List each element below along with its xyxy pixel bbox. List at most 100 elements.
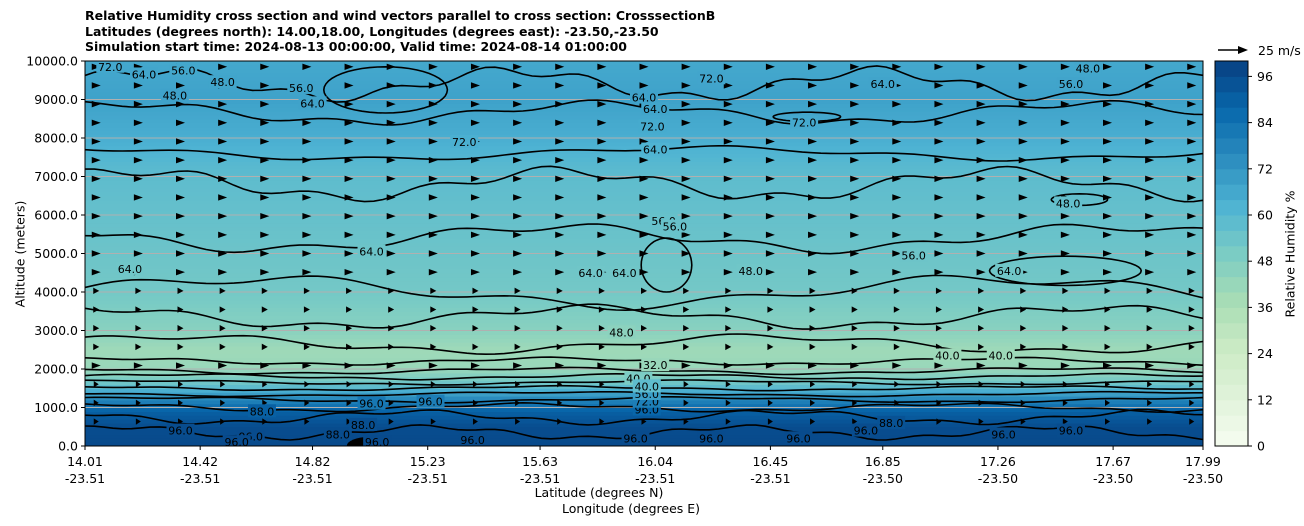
contour-label-bg <box>115 261 144 275</box>
rh-band <box>85 280 1203 285</box>
contour-label: 96.0 <box>460 434 485 447</box>
contour-label-bg <box>899 248 928 262</box>
wind-vector-arrow <box>1018 250 1028 257</box>
wind-vector-arrow <box>344 63 354 70</box>
wind-vector-arrow <box>976 250 986 257</box>
wind-vector-arrow <box>176 175 186 183</box>
wind-vector-arrow <box>219 343 226 351</box>
wind-vector-arrow <box>1104 306 1111 313</box>
wind-vector-arrow <box>472 399 478 407</box>
wind-vector-arrow <box>892 212 902 220</box>
colorbar-segment <box>1215 184 1248 201</box>
wind-vector-arrow <box>765 100 775 108</box>
wind-vector-arrow <box>302 119 312 126</box>
contour-label-bg <box>357 244 386 258</box>
rh-band <box>85 241 1203 247</box>
contour-label-bg <box>995 263 1024 277</box>
wind-vector-arrow <box>344 138 354 145</box>
wind-vector-arrow <box>641 287 647 295</box>
wind-vector-arrow <box>1060 100 1070 108</box>
rh-band <box>85 76 1203 81</box>
rh-band <box>85 334 1203 339</box>
wind-vector-arrow <box>260 63 270 70</box>
wind-vector-arrow <box>850 138 860 145</box>
wind-vector-arrow <box>303 343 310 351</box>
wind-vector-arrow <box>681 119 691 126</box>
wind-vector-arrow <box>218 175 228 183</box>
wind-vector-arrow <box>1060 63 1070 70</box>
wind-vector-arrow <box>639 175 649 183</box>
wind-vector-arrow <box>1147 399 1153 407</box>
rh-band <box>85 168 1203 174</box>
contour-label: 64.0 <box>578 267 603 280</box>
wind-vector-arrow <box>346 381 352 388</box>
wind-vector-arrow <box>808 156 818 164</box>
rh-band <box>85 180 1203 185</box>
wind-vector-arrow <box>1188 343 1195 351</box>
wind-vector-arrow <box>388 324 395 332</box>
wind-vector-arrow <box>808 63 818 70</box>
wind-vector-arrow <box>599 381 605 388</box>
wind-vector-arrow <box>934 63 944 70</box>
wind-vector-arrow <box>681 212 691 220</box>
colorbar-segment <box>1215 153 1248 170</box>
wind-vector-arrow <box>681 194 691 201</box>
wind-vector-arrow <box>976 100 986 108</box>
colorbar-tick-label: 60 <box>1257 208 1273 223</box>
wind-vector-arrow <box>765 82 775 89</box>
wind-vector-arrow <box>1145 250 1155 257</box>
wind-vector-arrow <box>260 119 270 126</box>
rh-band <box>85 303 1203 308</box>
colorbar-segment <box>1215 384 1248 401</box>
colorbar-segment <box>1215 338 1248 355</box>
wind-vector-arrow <box>978 287 985 295</box>
wind-vector-arrow <box>91 194 101 201</box>
wind-vector-arrow <box>220 399 226 407</box>
wind-vector-arrow <box>346 287 353 295</box>
contour-label: 40.0 <box>635 380 660 393</box>
wind-vector-arrow <box>1189 381 1195 388</box>
wind-vector-arrow <box>1187 231 1197 239</box>
wind-vector-arrow <box>91 212 101 220</box>
wind-vector-arrow <box>978 399 984 407</box>
contour-label-bg <box>630 90 658 104</box>
contour-label-bg <box>349 417 378 431</box>
wind-vector-arrow <box>1060 156 1070 164</box>
wind-vector-arrow <box>598 343 605 351</box>
wind-vector-arrow <box>934 268 944 276</box>
x-tick-label-lon: -23.50 <box>1183 471 1223 486</box>
wind-vector-arrow <box>1187 194 1197 201</box>
contour-label-bg <box>208 75 237 89</box>
wind-vector-arrow <box>513 231 523 239</box>
contour-label-bg <box>458 433 487 446</box>
wind-vector-arrow <box>428 82 438 89</box>
rh-band <box>85 226 1203 231</box>
rh-band <box>85 322 1203 328</box>
wind-vector-arrow <box>683 418 689 425</box>
wind-vector-arrow <box>386 138 396 145</box>
contour-label: 40.0 <box>988 350 1013 363</box>
rh-band <box>85 61 1203 66</box>
wind-vector-arrow <box>936 399 942 407</box>
wind-vector-arrow <box>892 231 902 239</box>
wind-vector-arrow <box>850 250 860 257</box>
wind-vector-arrow <box>1187 175 1197 183</box>
wind-vector-arrow <box>1020 381 1026 388</box>
wind-vector-arrow <box>91 231 101 239</box>
wind-vector-arrow <box>639 156 649 164</box>
wind-vector-arrow <box>765 119 775 126</box>
wind-vector-arrow <box>1060 175 1070 183</box>
contour-label-bg <box>298 96 327 110</box>
rh-band <box>85 299 1203 305</box>
wind-vector-arrow <box>388 381 394 388</box>
wind-vector-arrow <box>1145 156 1155 164</box>
wind-vector-arrow <box>1060 119 1070 126</box>
wind-vector-arrow <box>1018 82 1028 89</box>
x-tick-label-lon: -23.51 <box>520 471 560 486</box>
wind-vector-arrow <box>1187 212 1197 220</box>
wind-vector-arrow <box>641 306 647 313</box>
x-tick-label-lat: 14.01 <box>67 454 103 469</box>
wind-vector-arrow <box>683 399 689 407</box>
wind-vector-arrow <box>639 231 649 239</box>
contour-label: 88.0 <box>879 417 904 430</box>
